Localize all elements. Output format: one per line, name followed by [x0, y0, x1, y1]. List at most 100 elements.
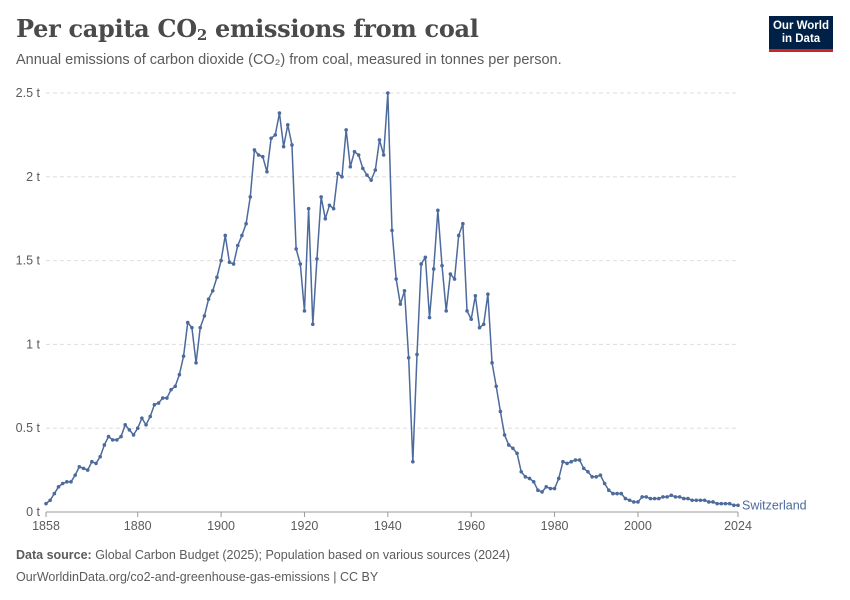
data-point: [169, 387, 173, 392]
data-point: [698, 498, 703, 503]
data-point: [481, 322, 486, 327]
data-point: [465, 309, 469, 313]
data-point: [586, 469, 590, 474]
data-point: [486, 292, 490, 296]
title-rest: emissions from coal: [206, 14, 479, 43]
data-point: [394, 277, 398, 281]
data-point: [331, 206, 336, 211]
data-point: [406, 356, 411, 360]
data-point: [656, 496, 661, 501]
logo-line-1: Our World: [772, 20, 829, 32]
data-point: [427, 315, 432, 320]
data-point: [102, 443, 107, 447]
data-point: [661, 495, 665, 499]
data-point: [477, 325, 482, 330]
data-point: [727, 501, 732, 506]
data-point: [536, 488, 540, 493]
data-point: [732, 503, 736, 508]
data-point: [265, 169, 269, 174]
data-point: [381, 153, 386, 157]
data-point: [669, 493, 674, 498]
x-tick-label: 1900: [207, 519, 235, 533]
x-tick-label: 1940: [374, 519, 402, 533]
data-point: [452, 277, 457, 281]
y-tick-label: 1.5 t: [16, 254, 41, 268]
data-point: [231, 262, 236, 266]
source-url[interactable]: OurWorldinData.org/co2-and-greenhouse-ga…: [16, 570, 379, 584]
data-source-label: Data source:: [16, 548, 92, 562]
data-point: [719, 501, 724, 506]
data-point: [556, 476, 561, 481]
data-point: [606, 488, 611, 493]
data-point: [85, 468, 90, 472]
data-point: [611, 491, 615, 496]
data-point: [511, 446, 515, 451]
data-point: [173, 384, 178, 389]
data-point: [285, 123, 290, 127]
data-point: [623, 496, 628, 501]
data-point: [69, 480, 73, 484]
x-tick-label: 1980: [541, 519, 569, 533]
data-point: [206, 297, 211, 301]
data-point: [469, 317, 474, 322]
data-point: [527, 476, 532, 481]
data-point: [577, 458, 582, 462]
x-tick-label: 2000: [624, 519, 652, 533]
data-point: [123, 423, 128, 427]
data-point: [686, 496, 690, 501]
data-point: [219, 258, 223, 263]
data-point: [94, 461, 98, 466]
data-point: [144, 423, 148, 427]
data-point: [690, 498, 694, 503]
data-point: [431, 267, 436, 271]
data-point: [260, 154, 265, 159]
data-point: [715, 501, 719, 506]
data-point: [160, 396, 165, 400]
chart-title: Per capita CO2 emissions from coal: [16, 14, 479, 44]
data-point: [352, 149, 357, 154]
data-point: [436, 208, 440, 213]
data-point: [344, 128, 348, 132]
data-point: [365, 173, 369, 177]
data-point: [636, 500, 640, 504]
data-point: [723, 501, 728, 506]
data-point: [336, 171, 340, 176]
data-point: [711, 500, 715, 504]
data-point: [215, 275, 219, 280]
data-point: [494, 384, 499, 389]
data-point: [598, 473, 603, 477]
data-point: [673, 495, 678, 499]
data-point: [323, 216, 328, 221]
data-point: [631, 500, 636, 504]
series-line: [45, 92, 738, 507]
chart-subtitle: Annual emissions of carbon dioxide (CO₂)…: [16, 52, 562, 68]
data-point: [456, 233, 461, 238]
data-point: [235, 243, 240, 248]
data-point: [327, 203, 332, 208]
data-point: [402, 288, 407, 293]
data-point: [544, 485, 549, 489]
data-point: [223, 233, 228, 238]
x-tick-label: 1920: [291, 519, 319, 533]
owid-logo[interactable]: Our World in Data: [769, 16, 833, 52]
data-point: [148, 414, 153, 419]
data-point: [602, 481, 607, 486]
data-point: [119, 434, 123, 439]
data-point: [194, 361, 198, 365]
data-point: [185, 320, 190, 325]
data-source-text: Global Carbon Budget (2025); Population …: [91, 548, 511, 562]
data-point: [269, 136, 273, 141]
data-point: [44, 501, 48, 506]
data-point: [648, 496, 653, 501]
data-point: [60, 481, 65, 486]
data-point: [640, 495, 644, 499]
data-point: [190, 325, 194, 330]
data-point: [490, 361, 494, 365]
data-point: [356, 153, 361, 157]
data-point: [73, 473, 77, 477]
y-tick-label: 0.5 t: [16, 421, 41, 435]
data-point: [682, 496, 686, 501]
data-point: [665, 495, 669, 499]
data-point: [298, 262, 303, 266]
data-point: [523, 475, 528, 479]
